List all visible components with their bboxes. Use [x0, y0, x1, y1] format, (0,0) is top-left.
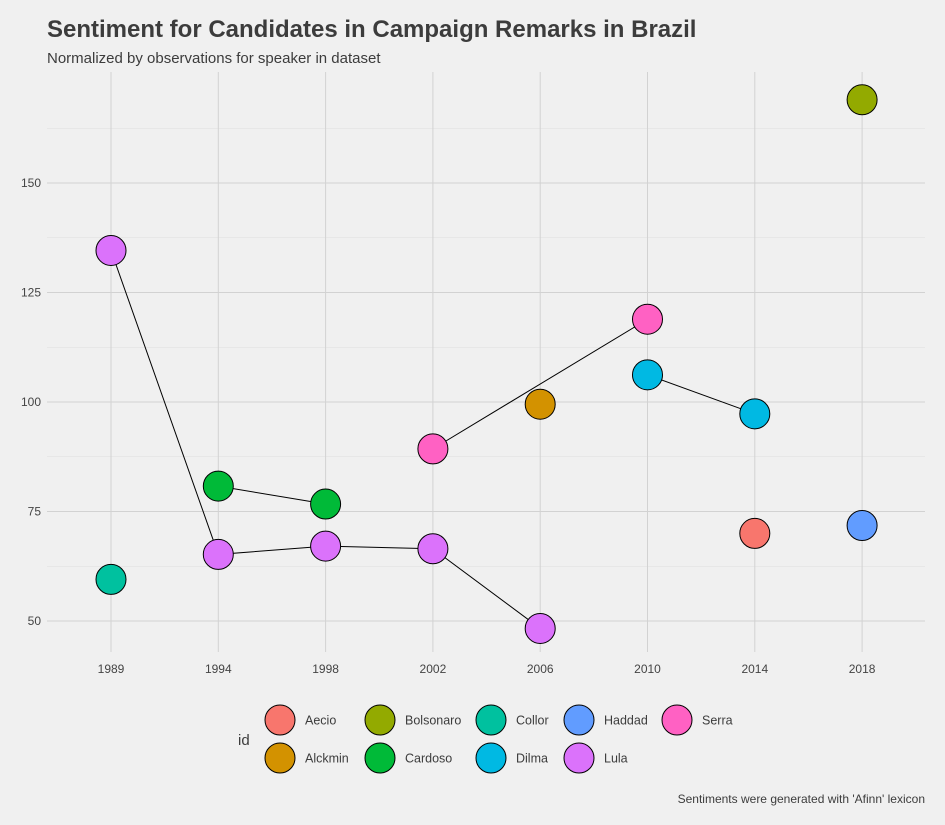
chart-caption: Sentiments were generated with 'Afinn' l… [677, 792, 925, 806]
point-aecio-2014 [739, 517, 771, 549]
point-bolsonaro-2018 [846, 84, 878, 116]
legend-label-alckmin: Alckmin [305, 752, 349, 766]
y-tick-label: 150 [21, 176, 41, 190]
legend-label-cardoso: Cardoso [405, 752, 452, 766]
x-tick-label: 2010 [634, 662, 661, 676]
legend-key-bolsonaro [364, 704, 396, 736]
legend-title: id [238, 732, 250, 749]
point-lula-1989 [95, 234, 127, 266]
legend-label-dilma: Dilma [516, 752, 548, 766]
y-tick-label: 75 [28, 505, 42, 519]
point-cardoso-1998 [310, 488, 342, 520]
point-alckmin-2006 [524, 388, 556, 420]
legend-label-haddad: Haddad [604, 714, 648, 728]
legend-key-dilma [475, 742, 507, 774]
x-tick-label: 2006 [527, 662, 554, 676]
legend-label-aecio: Aecio [305, 714, 336, 728]
point-cardoso-1994 [202, 470, 234, 502]
legend-key-lula [563, 742, 595, 774]
series-line-dilma [647, 374, 755, 415]
point-dilma-2010 [632, 359, 663, 391]
point-serra-2002 [417, 433, 449, 465]
legend-label-collor: Collor [516, 714, 549, 728]
point-haddad-2018 [846, 510, 878, 542]
x-tick-label: 1994 [205, 662, 232, 676]
point-serra-2010 [632, 303, 663, 335]
point-dilma-2014 [739, 398, 771, 430]
x-tick-label: 1998 [312, 662, 339, 676]
point-lula-2006 [524, 612, 556, 644]
legend-label-serra: Serra [702, 714, 733, 728]
legend-key-serra [661, 704, 693, 736]
series-line-serra [432, 318, 648, 450]
legend-key-cardoso [364, 742, 396, 774]
point-lula-1994 [202, 538, 234, 570]
legend-label-lula: Lula [604, 752, 628, 766]
y-tick-label: 100 [21, 395, 41, 409]
legend-key-alckmin [264, 742, 296, 774]
y-tick-label: 125 [21, 286, 41, 300]
x-tick-label: 2014 [741, 662, 768, 676]
legend-label-bolsonaro: Bolsonaro [405, 714, 461, 728]
x-tick-label: 2002 [420, 662, 447, 676]
x-tick-label: 2018 [849, 662, 876, 676]
point-collor-1989 [95, 563, 127, 595]
legend-key-aecio [264, 704, 296, 736]
chart-subtitle: Normalized by observations for speaker i… [47, 50, 381, 67]
point-lula-2002 [417, 533, 449, 565]
grid-lines [47, 72, 925, 652]
legend: id Aecio Alckmin Bolsonaro Cardoso Collor Dilm… [238, 704, 733, 774]
y-tick-label: 50 [28, 614, 42, 628]
legend-key-collor [475, 704, 507, 736]
series-points [95, 84, 878, 644]
chart-title: Sentiment for Candidates in Campaign Rem… [47, 16, 697, 43]
legend-key-haddad [563, 704, 595, 736]
point-lula-1998 [310, 530, 342, 562]
x-tick-label: 1989 [98, 662, 125, 676]
series-line-cardoso [218, 485, 326, 505]
